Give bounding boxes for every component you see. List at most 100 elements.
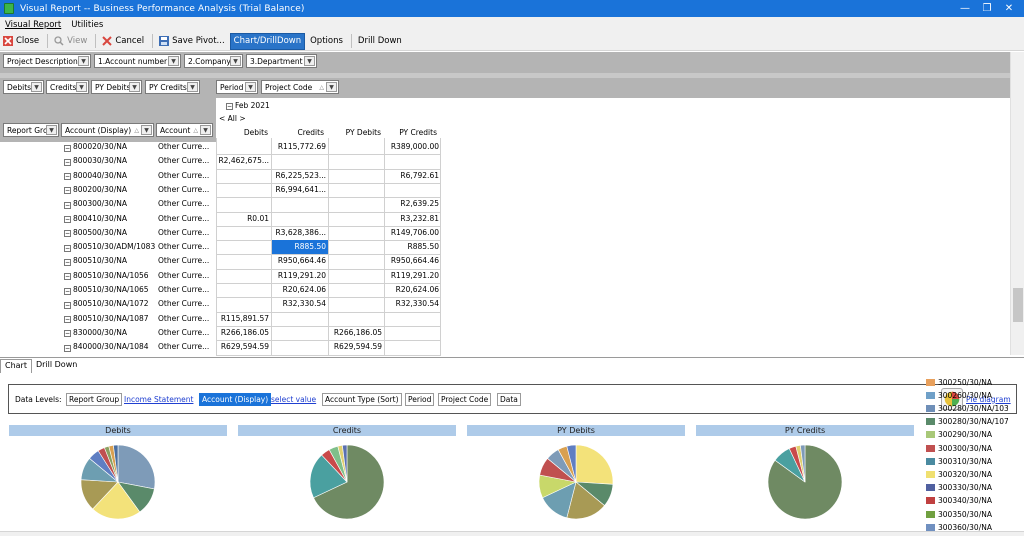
row-account-type[interactable]: Other Curre...: [158, 299, 210, 309]
filter-account-number[interactable]: 1.Account number ▼: [94, 54, 181, 68]
level-income-statement-link[interactable]: Income Statement: [124, 395, 194, 404]
chevron-down-icon[interactable]: ▼: [78, 56, 89, 66]
col-header-py-credits[interactable]: PY Credits: [399, 128, 437, 137]
data-cell[interactable]: [385, 340, 441, 354]
row-account-type[interactable]: Other Curre...: [158, 270, 210, 280]
data-cell[interactable]: [329, 226, 384, 240]
row-account-type[interactable]: Other Curre...: [158, 213, 210, 223]
row-account-type[interactable]: Other Curre...: [158, 156, 210, 166]
data-cell[interactable]: R6,994,641...: [275, 184, 326, 194]
collapse-icon[interactable]: −: [64, 230, 71, 238]
tab-drill-down[interactable]: Drill Down: [35, 360, 78, 369]
pie-slice[interactable]: [800, 444, 806, 483]
scrollbar-thumb[interactable]: [1013, 288, 1023, 322]
pie-slice[interactable]: [117, 444, 156, 490]
collapse-icon[interactable]: −: [226, 102, 233, 110]
row-field-report-group[interactable]: Report Grc ▼: [3, 123, 59, 137]
chevron-down-icon[interactable]: ▼: [326, 82, 337, 92]
row-account-type[interactable]: Other Curre...: [158, 285, 210, 294]
row-account-display[interactable]: 800510/30/NA/1065: [73, 285, 149, 294]
data-cell[interactable]: R119,291.20: [277, 270, 326, 280]
data-cell[interactable]: R950,664.46: [390, 256, 439, 266]
row-account-type[interactable]: Other Curre...: [158, 184, 210, 194]
drill-down-button[interactable]: Drill Down: [357, 36, 402, 46]
data-cell[interactable]: [329, 169, 384, 183]
data-cell[interactable]: [272, 197, 328, 211]
pie-diagram-button[interactable]: Pie diagram: [941, 387, 1013, 411]
row-account-type[interactable]: Other Curre...: [158, 142, 210, 151]
close-button[interactable]: Close: [0, 33, 42, 50]
data-cell[interactable]: [216, 226, 271, 240]
data-cell[interactable]: R885.50: [407, 242, 439, 252]
data-cell[interactable]: R389,000.00: [390, 142, 439, 151]
chevron-down-icon[interactable]: ▼: [46, 125, 57, 135]
chevron-down-icon[interactable]: ▼: [31, 82, 42, 92]
data-cell[interactable]: [385, 312, 441, 326]
menu-utilities[interactable]: Utilities: [71, 19, 104, 30]
row-account-display[interactable]: 800020/30/NA: [73, 142, 127, 151]
row-account-display[interactable]: 800500/30/NA: [73, 227, 127, 237]
options-button[interactable]: Options: [310, 36, 343, 46]
data-cell[interactable]: R2,462,675...: [218, 156, 269, 166]
collapse-icon[interactable]: −: [64, 144, 71, 152]
data-cell[interactable]: R20,624.06: [395, 285, 439, 294]
data-cell[interactable]: R20,624.06: [282, 285, 326, 294]
chevron-down-icon[interactable]: ▼: [245, 82, 256, 92]
collapse-icon[interactable]: −: [64, 287, 71, 295]
data-cell[interactable]: [216, 140, 271, 154]
save-pivot-button[interactable]: Save Pivot...: [156, 33, 228, 50]
chevron-down-icon[interactable]: ▼: [187, 82, 198, 92]
chevron-down-icon[interactable]: ▼: [230, 56, 241, 66]
row-account-display[interactable]: 800510/30/NA/1056: [73, 270, 149, 280]
row-account-type[interactable]: Other Curre...: [158, 256, 210, 266]
field-debits[interactable]: Debits ▼: [3, 80, 44, 94]
data-cell[interactable]: R119,291.20: [390, 270, 439, 280]
close-window-icon[interactable]: ✕: [1004, 3, 1014, 14]
chevron-down-icon[interactable]: ▼: [76, 82, 87, 92]
data-cell[interactable]: [216, 240, 271, 254]
data-cell[interactable]: R32,330.54: [395, 299, 439, 309]
row-account-type[interactable]: Other Curre...: [158, 313, 210, 323]
data-cell[interactable]: [216, 297, 271, 311]
chart-drilldown-button[interactable]: Chart/DrillDown: [229, 32, 306, 50]
data-cell[interactable]: [329, 312, 384, 326]
data-cell[interactable]: [216, 283, 271, 297]
data-cell[interactable]: R629,594.59: [333, 342, 382, 352]
data-cell[interactable]: [272, 326, 328, 340]
data-cell[interactable]: R115,772.69: [277, 142, 326, 151]
filter-company[interactable]: 2.Company ▼: [184, 54, 243, 68]
data-cell[interactable]: R2,639.25: [400, 199, 439, 209]
column-field-period[interactable]: Period ▼: [216, 80, 258, 94]
chevron-down-icon[interactable]: ▼: [304, 56, 315, 66]
data-cell[interactable]: [385, 326, 441, 340]
pie-slice[interactable]: [113, 444, 119, 483]
data-cell[interactable]: R629,594.59: [220, 342, 269, 352]
row-account-display[interactable]: 840000/30/NA/1084: [73, 342, 149, 352]
collapse-icon[interactable]: −: [64, 187, 71, 195]
vertical-scrollbar[interactable]: [1010, 52, 1024, 355]
data-cell[interactable]: [329, 212, 384, 226]
level-period[interactable]: Period: [405, 393, 435, 406]
data-cell[interactable]: [216, 169, 271, 183]
data-cell[interactable]: [272, 212, 328, 226]
collapse-icon[interactable]: −: [64, 216, 71, 223]
row-account-display[interactable]: 800510/30/ADM/1083: [73, 242, 155, 252]
data-cell[interactable]: [272, 154, 328, 168]
data-cell[interactable]: R266,186.05: [220, 327, 269, 337]
row-account-type[interactable]: Other Curre...: [158, 242, 210, 252]
row-account-display[interactable]: 830000/30/NA: [73, 327, 127, 337]
collapse-icon[interactable]: −: [64, 258, 71, 266]
row-field-account[interactable]: Account △ ▼: [156, 123, 213, 137]
chevron-down-icon[interactable]: ▼: [168, 56, 179, 66]
pie-slice[interactable]: [575, 444, 614, 485]
data-cell[interactable]: R149,706.00: [390, 227, 439, 237]
data-cell[interactable]: [385, 154, 441, 168]
row-account-display[interactable]: 800300/30/NA: [73, 199, 127, 209]
data-cell[interactable]: [272, 340, 328, 354]
data-cell[interactable]: R6,792.61: [400, 170, 439, 180]
collapse-icon[interactable]: −: [64, 316, 71, 324]
all-filter[interactable]: < All >: [219, 114, 246, 123]
row-account-type[interactable]: Other Curre...: [158, 170, 210, 180]
data-cell[interactable]: [329, 154, 384, 168]
data-cell[interactable]: R6,225,523...: [275, 170, 326, 180]
